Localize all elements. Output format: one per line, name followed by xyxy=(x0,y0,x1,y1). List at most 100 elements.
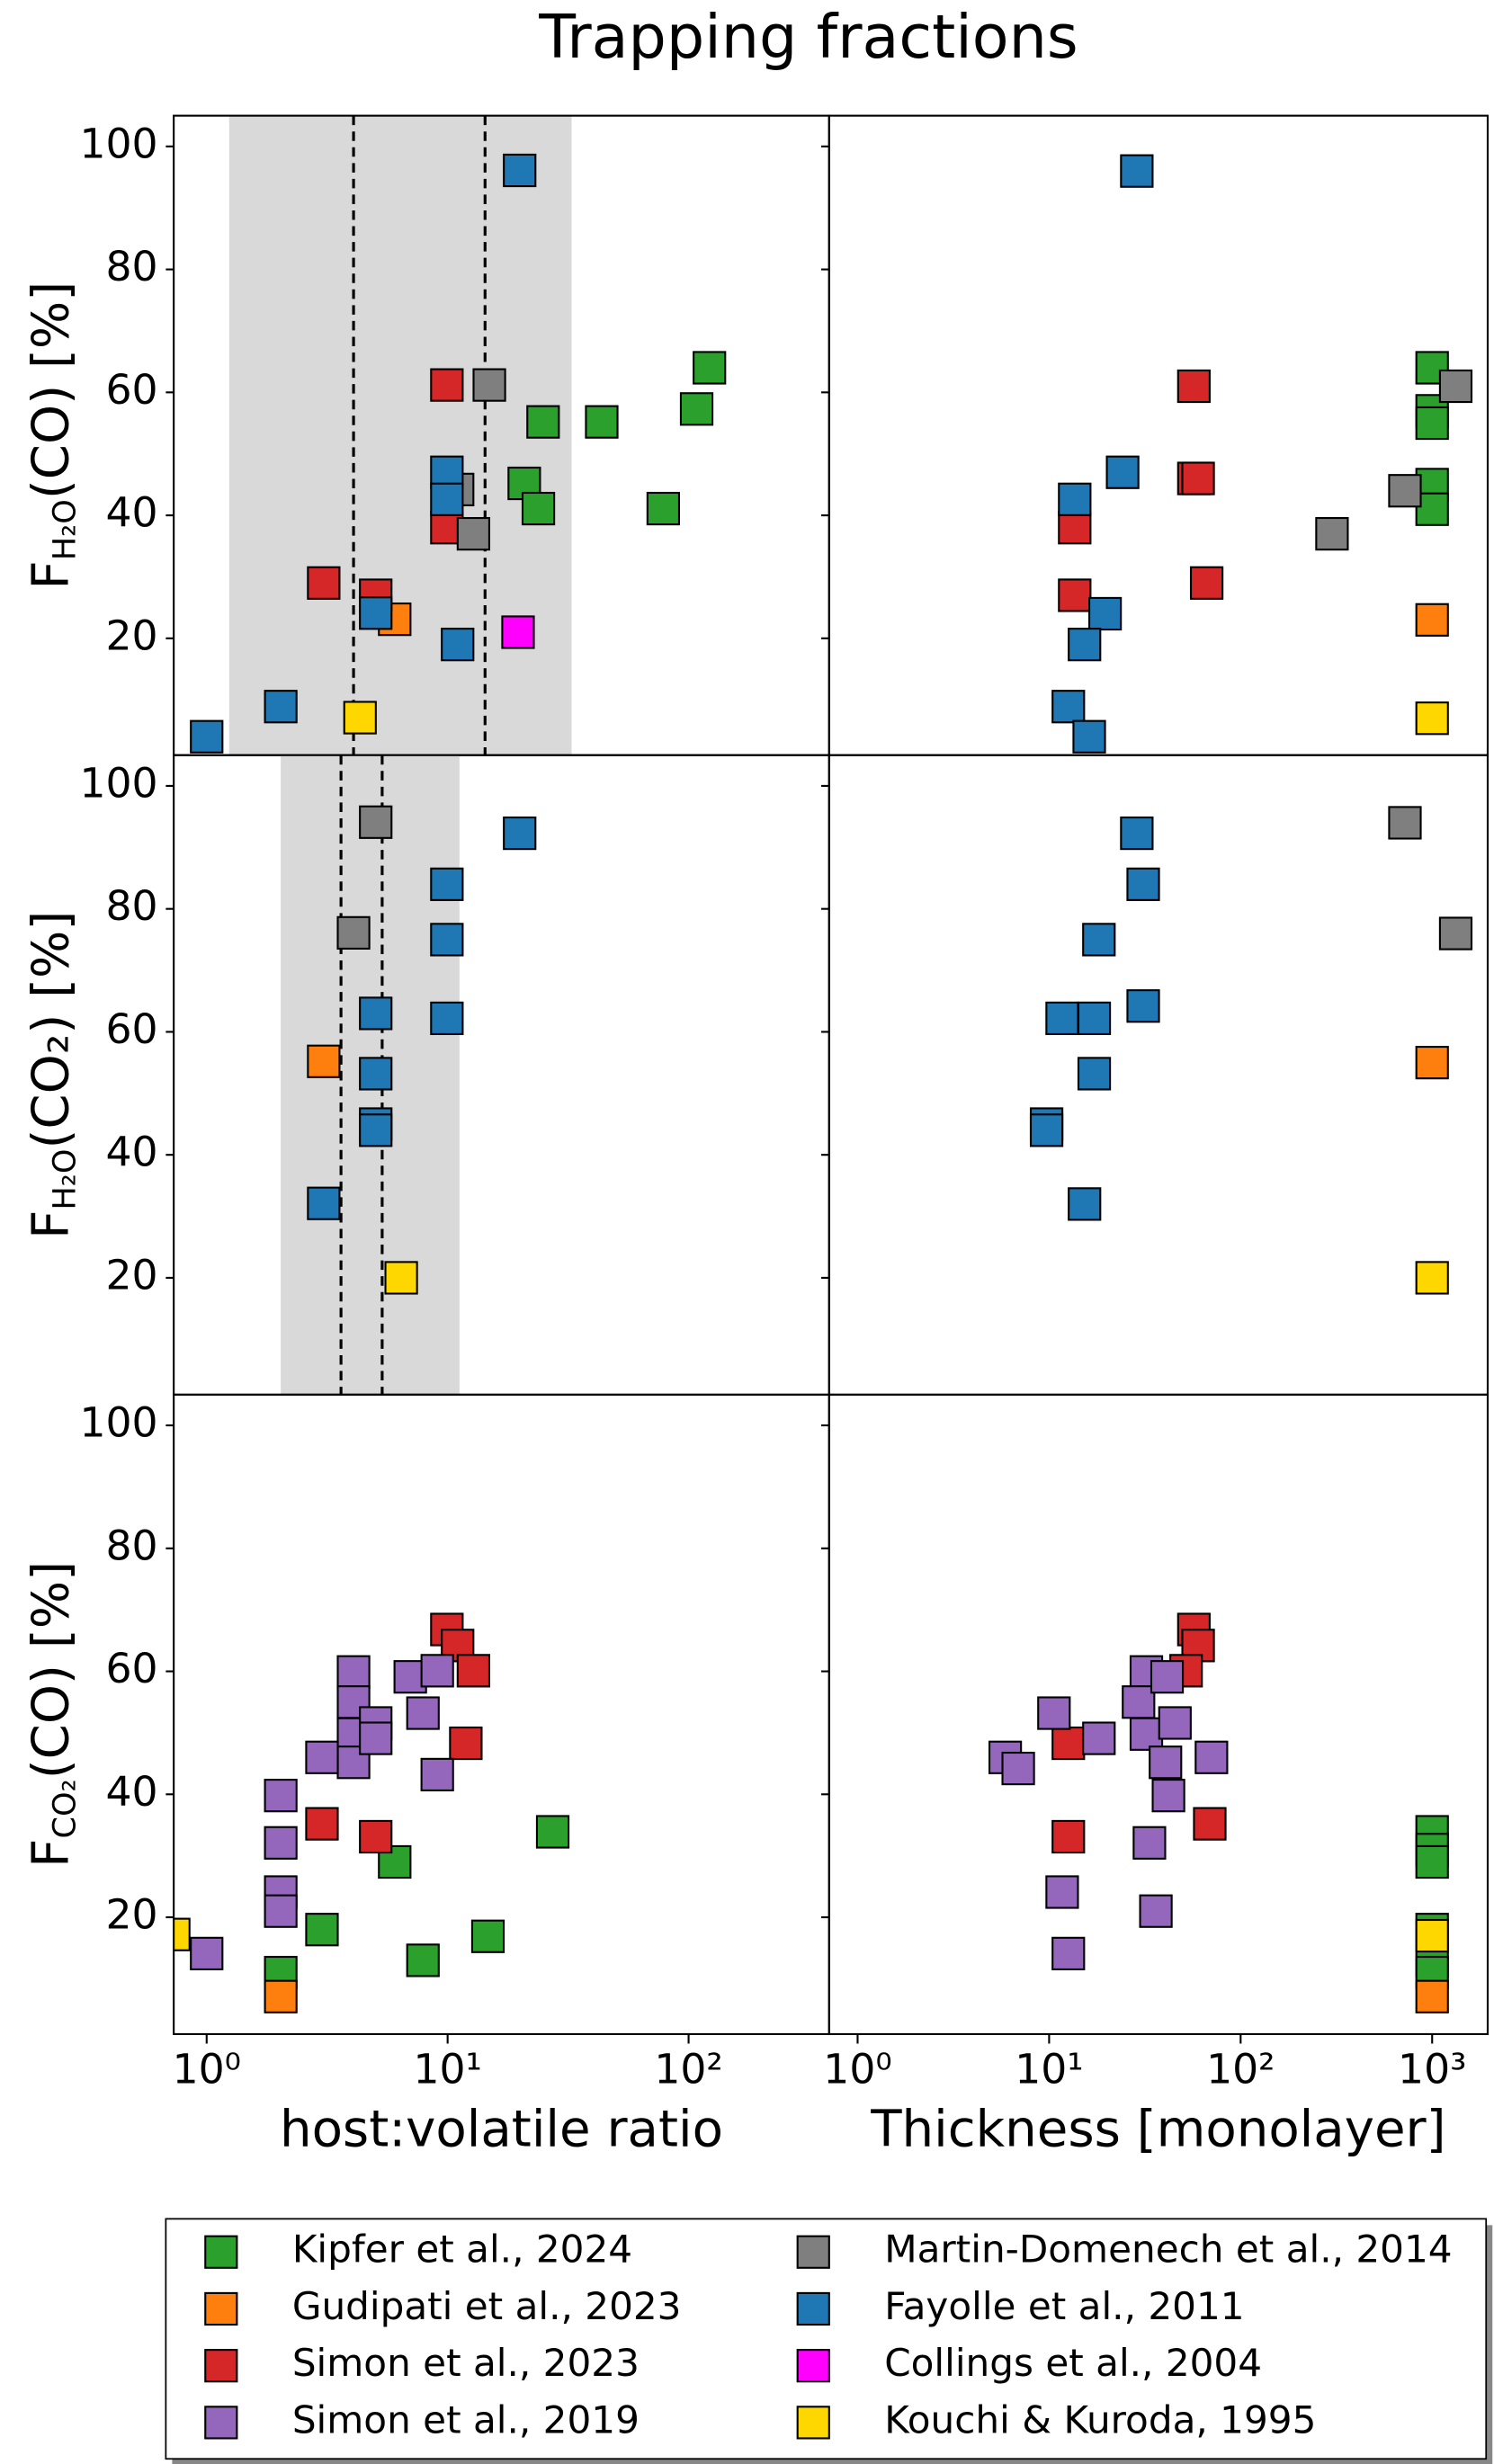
x-tick-label: 10³ xyxy=(1398,2046,1466,2094)
y-tick-label: 60 xyxy=(106,1005,158,1053)
legend-marker xyxy=(204,2349,238,2383)
marker xyxy=(456,1654,490,1688)
marker xyxy=(1126,989,1160,1023)
marker xyxy=(1415,1261,1449,1295)
x-axis-label: Thickness [monolayer] xyxy=(870,2100,1445,2158)
y-tick-label: 60 xyxy=(106,366,158,414)
marker xyxy=(359,1819,393,1854)
x-tick-label: 10⁰ xyxy=(173,2046,241,2094)
marker xyxy=(1120,154,1154,188)
marker xyxy=(1122,1685,1156,1719)
marker xyxy=(1438,369,1473,404)
y-tick-label: 20 xyxy=(106,1251,158,1299)
y-label-main: F xyxy=(22,1210,80,1239)
marker xyxy=(1189,566,1224,600)
marker xyxy=(1077,1057,1112,1091)
marker xyxy=(1072,719,1106,754)
x-tick-label: 10¹ xyxy=(1015,2046,1083,2094)
panel-frame xyxy=(828,1393,1490,2036)
y-label-rest: (CO) [%] xyxy=(22,281,80,499)
legend-marker xyxy=(796,2235,830,2269)
y-label-rest: (CO) [%] xyxy=(22,1561,80,1779)
marker xyxy=(1438,916,1473,951)
marker xyxy=(1068,628,1102,662)
x-tick-label: 10⁰ xyxy=(823,2046,891,2094)
marker xyxy=(359,1057,393,1091)
marker xyxy=(585,405,619,439)
y-tick-label: 20 xyxy=(106,1891,158,1939)
marker xyxy=(359,596,393,630)
panel: 20 40 60 80 100 FH₂O(CO) [%] xyxy=(22,114,830,756)
marker xyxy=(526,405,560,439)
marker xyxy=(359,1721,393,1755)
marker xyxy=(1415,701,1449,736)
marker xyxy=(1051,1936,1086,1970)
marker xyxy=(384,1261,418,1295)
legend-label: Kipfer et al., 2024 xyxy=(292,2227,632,2272)
marker xyxy=(1058,511,1092,545)
legend-label: Gudipati et al., 2023 xyxy=(292,2284,682,2328)
marker xyxy=(343,701,377,735)
marker xyxy=(449,1726,483,1761)
marker xyxy=(441,628,475,662)
marker xyxy=(1088,596,1123,631)
marker xyxy=(359,996,393,1031)
marker xyxy=(1058,482,1092,516)
legend-label: Kouchi & Kuroda, 1995 xyxy=(884,2397,1316,2442)
marker xyxy=(1415,406,1449,441)
marker xyxy=(430,1001,464,1036)
marker xyxy=(264,1894,298,1928)
legend-marker xyxy=(796,2291,830,2326)
marker xyxy=(1193,1807,1227,1841)
x-tick-label: 10² xyxy=(654,2046,722,2094)
marker xyxy=(1176,369,1211,404)
marker xyxy=(307,1186,341,1220)
marker xyxy=(378,1844,412,1879)
marker xyxy=(305,1807,339,1841)
x-tick-label: 10² xyxy=(1206,2046,1275,2094)
y-tick-label: 80 xyxy=(106,243,158,290)
panel xyxy=(821,114,1490,756)
marker xyxy=(1181,461,1215,495)
y-tick-label: 100 xyxy=(79,759,157,807)
y-label-sub: H₂O xyxy=(47,1148,84,1210)
shaded-region xyxy=(228,115,572,755)
marker xyxy=(1415,603,1449,637)
marker xyxy=(1139,1894,1173,1928)
marker xyxy=(535,1815,570,1849)
panel xyxy=(821,754,1490,1396)
marker xyxy=(264,1779,298,1813)
marker xyxy=(1151,1779,1185,1813)
plot-area xyxy=(174,1612,570,2013)
y-tick-label: 40 xyxy=(106,489,158,537)
y-tick-label: 80 xyxy=(106,1522,158,1569)
y-tick-label: 20 xyxy=(106,612,158,659)
x-axis-label: host:volatile ratio xyxy=(280,2100,723,2158)
legend-label: Fayolle et al., 2011 xyxy=(884,2284,1244,2328)
legend-label: Simon et al., 2019 xyxy=(292,2397,640,2442)
marker xyxy=(264,690,298,724)
y-axis-label: FH₂O(CO) [%] xyxy=(22,281,83,590)
panel: 20 40 60 80 100 10⁰ 10¹ 10² host:volatile ratio F… xyxy=(22,1393,830,2158)
marker xyxy=(336,915,371,950)
marker xyxy=(430,923,464,957)
legend-marker xyxy=(796,2406,830,2440)
marker xyxy=(693,351,727,385)
marker xyxy=(305,1740,339,1774)
y-label-sub: CO₂ xyxy=(47,1779,84,1838)
marker xyxy=(472,368,506,402)
y-tick-label: 100 xyxy=(79,120,157,167)
plot-area xyxy=(190,115,727,755)
marker xyxy=(1082,923,1116,957)
marker xyxy=(307,566,341,600)
y-label-main: F xyxy=(22,560,80,589)
marker xyxy=(420,1757,454,1792)
y-tick-label: 60 xyxy=(106,1645,158,1692)
marker xyxy=(521,491,556,526)
marker xyxy=(1415,1046,1449,1080)
marker xyxy=(470,1919,505,1953)
y-label-sub: H₂O xyxy=(47,499,84,560)
marker xyxy=(1045,1001,1079,1036)
